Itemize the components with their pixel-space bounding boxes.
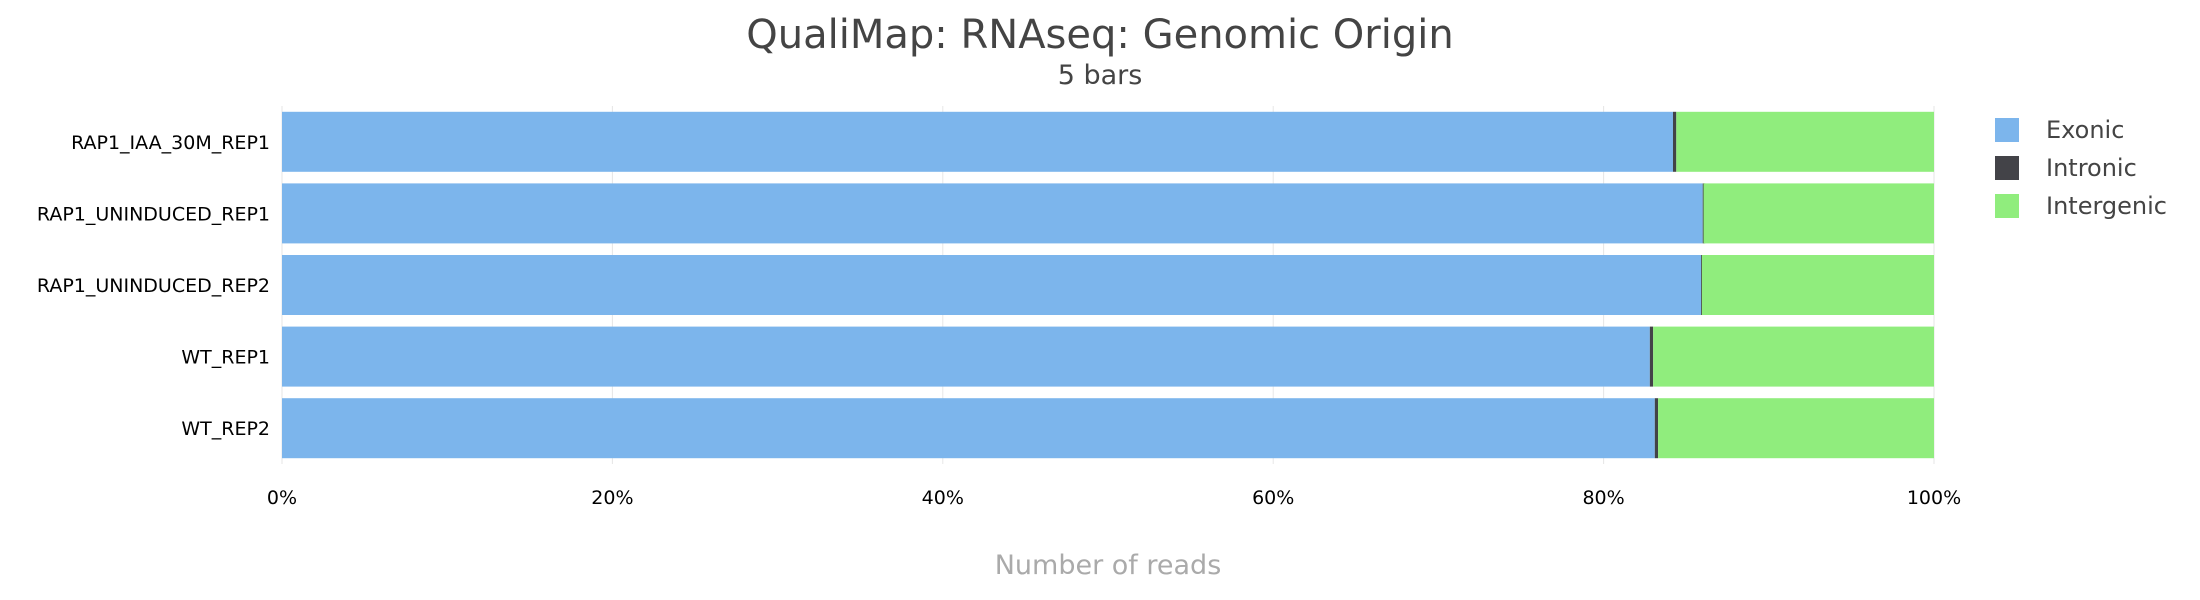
legend-swatch-intronic[interactable]	[1995, 156, 2019, 180]
bar-exonic-4[interactable]	[282, 398, 1655, 459]
category-label-3: WT_REP1	[181, 347, 270, 369]
legend-label-intronic[interactable]: Intronic	[2046, 154, 2137, 182]
bar-exonic-2[interactable]	[282, 255, 1702, 315]
legend-swatch-intergenic[interactable]	[1995, 194, 2019, 218]
category-label-1: RAP1_UNINDUCED_REP1	[37, 203, 270, 225]
x-axis-ticks: 0% 20% 40% 60% 80% 100%	[267, 487, 1961, 509]
bar-intergenic-4[interactable]	[1658, 398, 1934, 459]
legend-label-exonic[interactable]: Exonic	[2046, 116, 2124, 144]
category-label-4: WT_REP2	[181, 418, 270, 440]
category-label-2: RAP1_UNINDUCED_REP2	[37, 275, 270, 297]
category-label-0: RAP1_IAA_30M_REP1	[71, 132, 270, 154]
chart-title: QualiMap: RNAseq: Genomic Origin	[746, 12, 1453, 58]
bars	[282, 111, 1934, 459]
legend-swatch-exonic[interactable]	[1995, 118, 2019, 142]
chart-subtitle: 5 bars	[1058, 60, 1143, 91]
bar-exonic-1[interactable]	[282, 183, 1703, 244]
legend-label-intergenic[interactable]: Intergenic	[2046, 192, 2167, 220]
bar-exonic-3[interactable]	[282, 326, 1650, 387]
category-labels: RAP1_IAA_30M_REP1 RAP1_UNINDUCED_REP1 RAP1…	[37, 132, 270, 440]
x-tick-label-3: 60%	[1252, 487, 1294, 509]
bar-intergenic-1[interactable]	[1703, 183, 1934, 244]
bar-intronic-4[interactable]	[1654, 398, 1659, 459]
x-tick-label-0: 0%	[267, 487, 297, 509]
x-tick-label-2: 40%	[922, 487, 964, 509]
x-tick-label-5: 100%	[1907, 487, 1961, 509]
x-tick-label-4: 80%	[1582, 487, 1624, 509]
x-axis-title: Number of reads	[995, 550, 1222, 581]
bar-intergenic-0[interactable]	[1676, 111, 1934, 172]
bar-intronic-3[interactable]	[1649, 326, 1654, 387]
bar-intronic-0[interactable]	[1672, 111, 1677, 172]
bar-intergenic-2[interactable]	[1701, 255, 1934, 315]
bar-intergenic-3[interactable]	[1653, 326, 1934, 387]
bar-exonic-0[interactable]	[282, 111, 1673, 172]
legend: Exonic Intronic Intergenic	[1995, 116, 2167, 220]
x-tick-label-1: 20%	[591, 487, 633, 509]
